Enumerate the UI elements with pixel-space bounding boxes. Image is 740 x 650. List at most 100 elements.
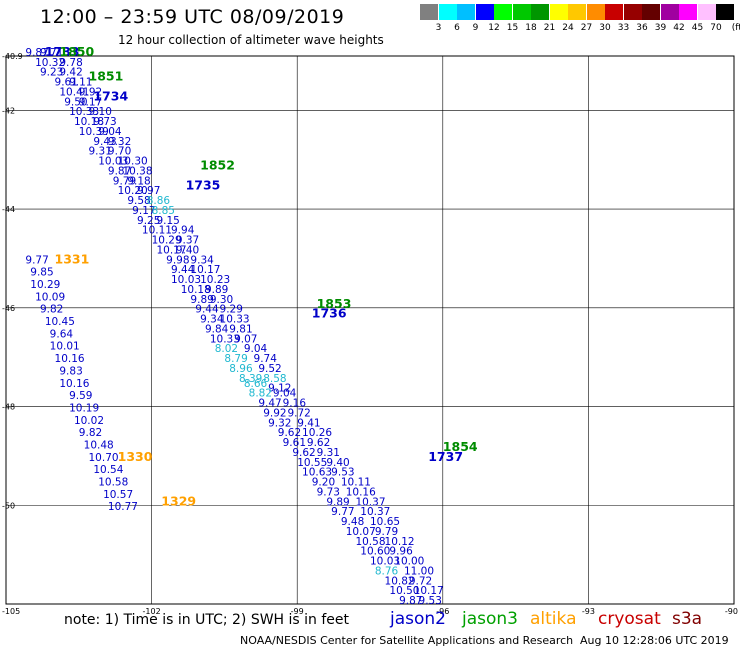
- wave-height-value: 9.23: [40, 67, 63, 79]
- wave-height-value: 9.30: [210, 294, 233, 306]
- wave-height-value: 9.31: [317, 447, 340, 459]
- legend-label: 30: [599, 23, 611, 33]
- wave-height-value: 10.32: [35, 57, 65, 69]
- legend-label: 15: [506, 23, 519, 33]
- wave-height-value: 10.45: [45, 316, 75, 328]
- wave-height-value: 9.73: [317, 486, 340, 498]
- wave-height-value: 10.82: [385, 575, 415, 587]
- wave-height-value: 9.61: [283, 437, 306, 449]
- wave-height-value: 10.29: [30, 279, 60, 291]
- footnote: note: 1) Time is in UTC; 2) SWH is in fe…: [64, 612, 350, 628]
- legend-swatch: [475, 4, 494, 20]
- satellite-s3a: s3a: [672, 609, 703, 629]
- wave-height-value: 9.79: [113, 175, 136, 187]
- wave-height-value: 9.62: [278, 427, 301, 439]
- legend-swatch: [420, 4, 438, 20]
- wave-height-value: 9.32: [268, 417, 291, 429]
- legend-swatch: [512, 4, 531, 20]
- wave-height-value: 9.48: [341, 516, 364, 528]
- wave-height-value: 9.12: [268, 383, 291, 395]
- wave-height-value: 9.18: [127, 175, 150, 187]
- wave-height-value: 10.37: [360, 506, 390, 518]
- satellite-altika: altika: [530, 609, 577, 629]
- legend-label: 9: [472, 23, 479, 33]
- legend-label: 18: [525, 23, 537, 33]
- wave-height-value: 10.50: [389, 585, 419, 597]
- wave-height-value: 8.96: [229, 363, 253, 375]
- longitude-tick-label: -93: [582, 607, 595, 616]
- longitude-tick-label: -96: [436, 607, 449, 616]
- legend-swatch: [697, 4, 716, 20]
- wave-height-value: 9.78: [59, 57, 82, 69]
- wave-height-value: 10.37: [355, 496, 385, 508]
- pass-time-label: 1737: [428, 449, 463, 464]
- wave-height-value: 9.82: [79, 427, 102, 439]
- wave-height-value: 10.11: [142, 225, 172, 237]
- wave-height-value: 10.58: [98, 477, 128, 489]
- wave-height-value: 9.16: [283, 398, 307, 410]
- legend-label: 42: [673, 23, 685, 33]
- legend-swatch: [457, 4, 475, 20]
- wave-height-value: 9.52: [258, 363, 281, 375]
- wave-height-value: 8.02: [215, 343, 238, 355]
- wave-height-value: 9.74: [254, 353, 278, 365]
- wave-height-value: 10.02: [74, 415, 104, 427]
- wave-height-value: 9.07: [234, 333, 257, 345]
- satellite-cryosat: cryosat: [598, 609, 661, 629]
- wave-height-value: 9.53: [419, 595, 442, 607]
- wave-height-value: 10.48: [84, 439, 114, 451]
- wave-height-value: 10.33: [210, 333, 240, 345]
- legend-swatch: [531, 4, 549, 20]
- wave-height-value: 10.12: [385, 536, 415, 548]
- wave-height-value: 9.84: [205, 323, 229, 335]
- wave-height-value: 9.40: [326, 457, 349, 469]
- wave-height-value: 10.58: [355, 536, 385, 548]
- generated-timestamp: Aug 10 12:28:06 UTC 2019: [580, 634, 729, 647]
- latitude-tick-label: -46: [2, 304, 15, 313]
- legend-label: 6: [454, 23, 460, 33]
- wave-height-value: 10.30: [118, 156, 148, 168]
- wave-height-value: 10.20: [118, 185, 148, 197]
- latitude-tick-label: -50: [2, 501, 15, 510]
- wave-height-value: 9.43: [93, 136, 116, 148]
- wave-height-value: 8.76: [375, 565, 399, 577]
- wave-height-value: 10.39: [79, 126, 109, 138]
- wave-height-value: 9.97: [137, 185, 160, 197]
- pass-time-label: 1331: [55, 251, 90, 266]
- wave-height-value: 10.54: [93, 464, 123, 476]
- wave-height-value: 9.92: [79, 86, 102, 98]
- pass-time-label: 1736: [312, 306, 347, 321]
- wave-height-value: 9.17: [132, 205, 155, 217]
- wave-height-value: 10.16: [346, 486, 376, 498]
- wave-height-value: 9.89: [190, 294, 213, 306]
- pass-time-label: 1733: [45, 44, 80, 59]
- wave-height-value: 9.87: [25, 47, 48, 59]
- longitude-tick-label: -105: [2, 607, 20, 616]
- wave-height-value: 10.60: [360, 546, 390, 558]
- legend-label: 36: [636, 23, 648, 33]
- wave-height-value: 9.98: [166, 254, 189, 266]
- legend-swatch: [623, 4, 642, 20]
- wave-height-value: 10.16: [59, 378, 89, 390]
- wave-height-value: 10.11: [341, 477, 371, 489]
- wave-height-value: 10.00: [394, 556, 424, 568]
- wave-height-value: 8.58: [263, 373, 286, 385]
- pass-time-label: 1735: [186, 177, 221, 192]
- wave-height-value: 10.03: [171, 274, 201, 286]
- wave-height-value: 9.72: [409, 575, 432, 587]
- longitude-tick-label: -90: [725, 607, 738, 616]
- wave-height-value: 9.58: [127, 195, 150, 207]
- satellite-jason2: jason2: [390, 609, 446, 629]
- wave-height-value: 9.04: [244, 343, 268, 355]
- wave-height-value: 10.63: [302, 467, 332, 479]
- wave-height-value: 10.57: [103, 489, 133, 501]
- legend-swatch: [660, 4, 679, 20]
- wave-height-value: 9.62: [292, 447, 315, 459]
- wave-height-value: 9.29: [220, 304, 243, 316]
- pass-time-label: 1852: [200, 158, 235, 173]
- wave-height-value: 8.66: [244, 378, 268, 390]
- wave-height-value: 10.55: [297, 457, 327, 469]
- wave-height-value: 9.50: [64, 96, 87, 108]
- wave-height-value: 9.83: [59, 365, 82, 377]
- legend-swatch: [642, 4, 660, 20]
